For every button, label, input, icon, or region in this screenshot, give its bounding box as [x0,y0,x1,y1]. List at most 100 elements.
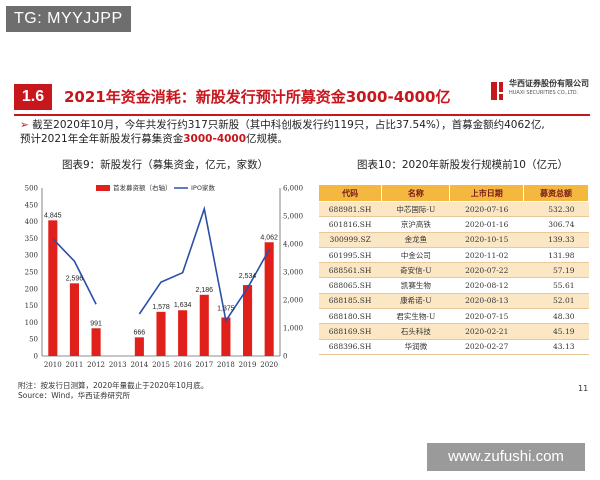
x-tick-label: 2012 [87,361,105,369]
table-row: 688169.SH 石头科技 2020-02-21 45.19 [318,323,589,340]
bar-amount [91,328,101,356]
top10-ipo-table: 代码 名称 上市日期 募资总额 688981.SH 中芯国际-U 2020-07-1… [317,184,589,355]
left-tick-label: 300 [25,252,38,260]
table-header-code: 代码 [317,184,383,202]
table-row: 601995.SH 中金公司 2020-11-02 131.98 [318,247,589,264]
cell-name: 凯赛生物 [381,277,450,294]
cell-date: 2020-07-22 [449,262,524,279]
x-tick-label: 2013 [109,361,127,369]
bullet-arrow-icon: ➢ [20,119,29,131]
cell-name: 中芯国际-U [381,201,450,218]
x-tick-label: 2019 [239,361,257,369]
page-number: 11 [578,384,589,393]
bar-amount [221,317,231,356]
bar-value-label: 2,186 [196,287,214,294]
table-row: 601816.SH 京沪高铁 2020-01-16 306.74 [318,216,589,233]
brand-logo-icon [491,82,503,100]
bar-amount [134,337,144,356]
bar-value-label: 666 [134,329,146,336]
x-tick-label: 2014 [130,361,148,369]
cell-amount: 55.61 [523,277,589,294]
right-tick-label: 1,000 [283,325,303,333]
table-row: 300999.SZ 金龙鱼 2020-10-15 139.33 [318,232,589,248]
table-row: 688180.SH 君实生物-U 2020-07-15 48.30 [318,308,589,325]
cell-amount: 131.98 [523,247,589,264]
left-tick-label: 450 [25,201,38,209]
left-tick-label: 200 [25,285,38,293]
cell-amount: 532.30 [523,201,589,218]
watermark-bottom: www.zufushi.com [427,443,585,471]
cell-name: 中金公司 [381,247,450,264]
cell-code: 601816.SH [318,216,382,233]
legend-line-label: IPO家数 [191,183,215,192]
bar-value-label: 4,845 [44,212,62,219]
x-tick-label: 2015 [152,361,170,369]
ipo-chart: 0 50 100 150 200 250 300 350 400 450 500 0 1,000 2,00… [25,183,303,369]
x-tick-label: 2017 [195,361,213,369]
table-row: 688396.SH 华润微 2020-02-27 43.13 [318,339,589,355]
bullet-line-2: 预计2021年全年新股发行募集资金3000-4000亿规模。 [20,132,590,146]
left-tick-label: 50 [29,336,38,344]
left-tick-label: 0 [34,353,38,361]
cell-date: 2020-07-16 [449,201,524,218]
cell-date: 2020-07-15 [449,308,524,325]
right-tick-label: 6,000 [283,185,303,193]
cell-name: 金龙鱼 [381,232,450,248]
cell-code: 688981.SH [318,201,382,218]
cell-name: 康希诺-U [381,293,450,310]
bar-amount [178,310,188,356]
cell-name: 华润微 [381,339,450,355]
x-tick-label: 2018 [217,361,235,369]
cell-date: 2020-01-16 [449,216,524,233]
cell-code: 601995.SH [318,247,382,264]
bar-value-label: 991 [90,320,102,327]
ipo-count-line [138,205,270,323]
right-tick-label: 0 [283,353,287,361]
bar-value-label: 1,578 [152,304,170,311]
section-title: 2021年资金消耗：新股发行预计所募资金3000-4000亿 [64,88,451,106]
x-tick-label: 2011 [66,361,84,369]
cell-amount: 139.33 [523,232,589,248]
x-tick-label: 2020 [260,361,278,369]
cell-date: 2020-08-12 [449,277,524,294]
table-header-amount: 募资总额 [523,184,589,202]
bar-value-label: 4,062 [260,234,278,241]
cell-code: 688169.SH [318,323,382,340]
bar-value-label: 2,596 [66,275,84,282]
brand-logo: 华西证券股份有限公司 HUAXI SECURITIES CO.,LTD. [487,74,597,108]
right-tick-label: 5,000 [283,213,303,221]
cell-code: 688185.SH [318,293,382,310]
cell-amount: 43.13 [523,339,589,355]
cell-date: 2020-11-02 [449,247,524,264]
bar-amount [264,242,274,356]
cell-date: 2020-10-15 [449,232,524,248]
right-tick-label: 3,000 [283,269,303,277]
cell-amount: 45.19 [523,323,589,340]
x-tick-label: 2010 [44,361,62,369]
cell-name: 君实生物-U [381,308,450,325]
bullet-text-1: 截至2020年10月，今年共发行约317只新股（其中科创板发行约119只，占比3… [32,119,545,131]
cell-name: 奇安信-U [381,262,450,279]
left-tick-label: 100 [25,319,38,327]
bullet-text-2: 预计2021年全年新股发行募集资金 [20,133,184,145]
footnote: 附注：按发行日测算，2020年量截止于2020年10月底。 Source：Win… [18,381,208,401]
cell-date: 2020-02-21 [449,323,524,340]
bullet-line-1: ➢ 截至2020年10月，今年共发行约317只新股（其中科创板发行约119只，占… [20,118,590,132]
cell-code: 688396.SH [318,339,382,355]
right-tick-label: 2,000 [283,297,303,305]
footnote-line-1: 附注：按发行日测算，2020年量截止于2020年10月底。 [18,381,209,390]
figure-left-title: 图表9：新股发行（募集资金，亿元，家数） [62,159,269,171]
x-tick-label: 2016 [174,361,192,369]
bar-amount [156,311,166,356]
bar-value-label: 2,534 [239,273,257,280]
cell-name: 石头科技 [381,323,450,340]
brand-name-en: HUAXI SECURITIES CO.,LTD. [509,90,579,96]
table-row: 688561.SH 奇安信-U 2020-07-22 57.19 [318,262,589,279]
table-header-row: 代码 名称 上市日期 募资总额 [317,184,589,202]
bar-amount [199,294,209,356]
cell-date: 2020-02-27 [449,339,524,355]
table-row: 688981.SH 中芯国际-U 2020-07-16 532.30 [318,201,589,218]
cell-code: 688561.SH [318,262,382,279]
bar-amount [243,285,253,356]
cell-amount: 48.30 [523,308,589,325]
